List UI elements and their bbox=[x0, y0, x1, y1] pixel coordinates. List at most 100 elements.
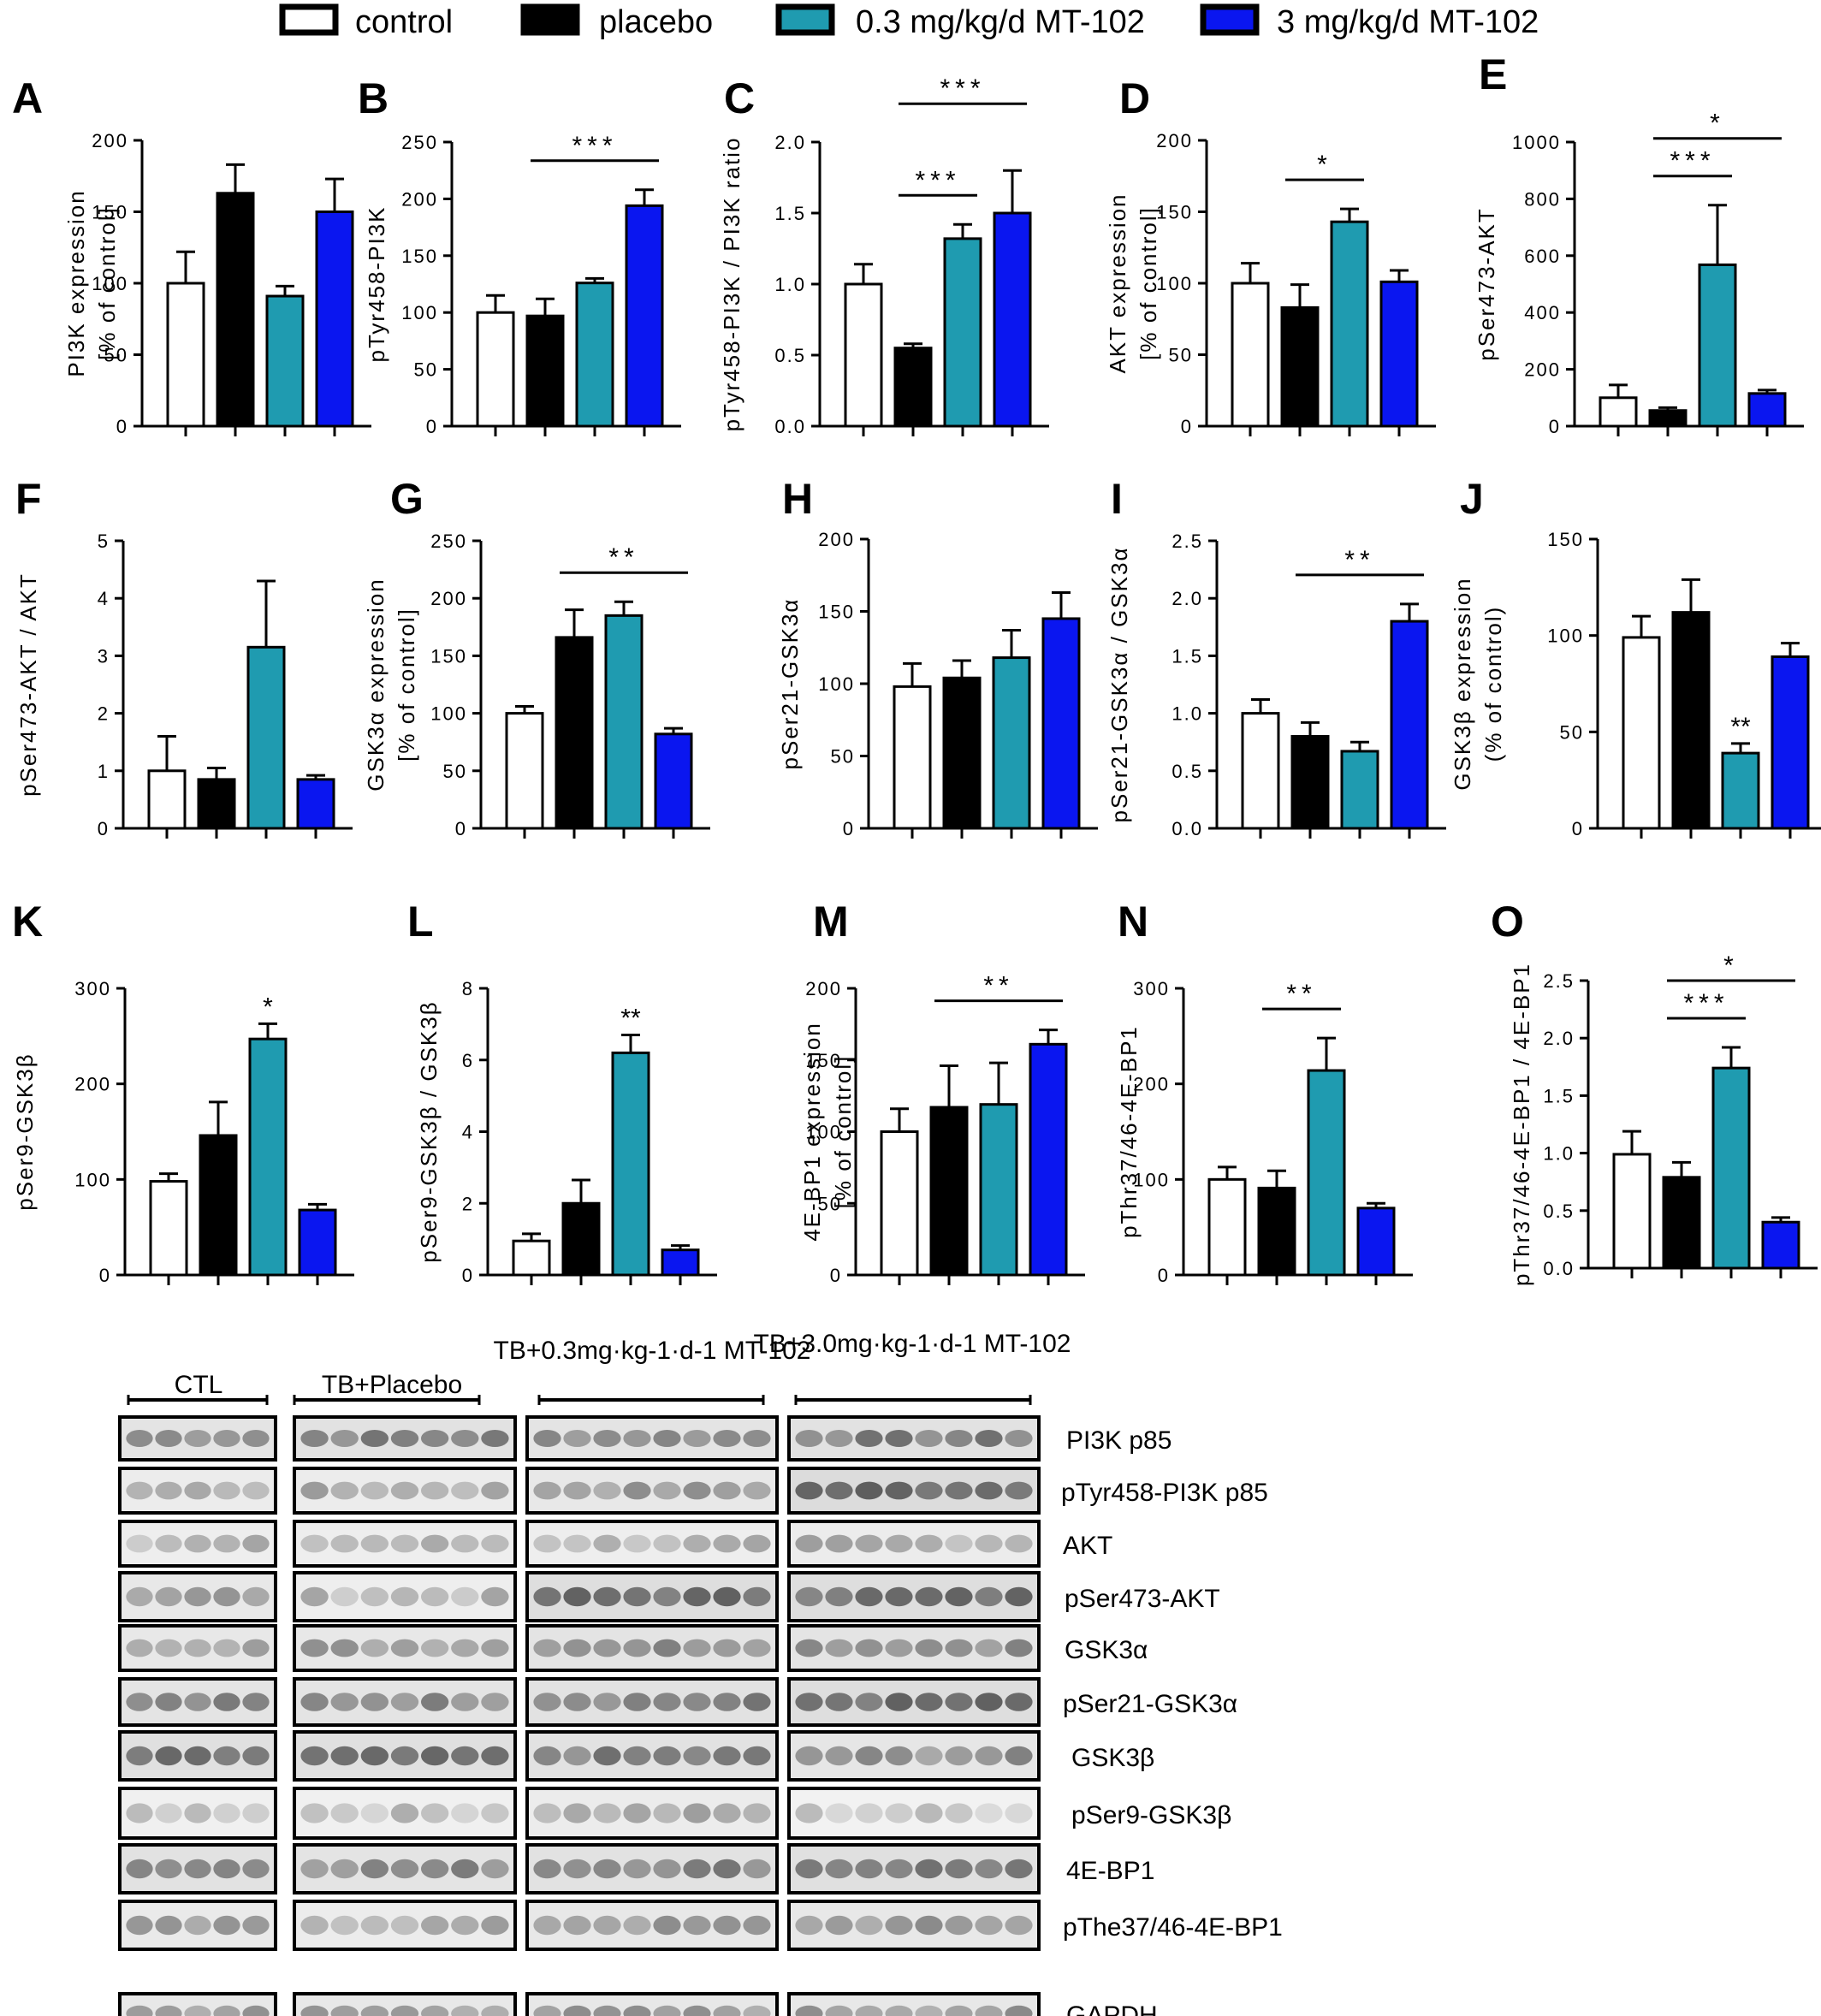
y-tick-label: 0.0 bbox=[1171, 818, 1203, 839]
blot-band bbox=[855, 1430, 883, 1447]
significance-label: ** bbox=[983, 972, 1013, 1000]
blot-band bbox=[825, 1639, 853, 1657]
blot-band bbox=[420, 1586, 449, 1607]
y-tick-label: 150 bbox=[430, 645, 467, 667]
blot-band bbox=[390, 2005, 419, 2016]
blot-band bbox=[593, 1746, 621, 1766]
blot-band bbox=[593, 1639, 621, 1657]
blot-band bbox=[915, 1803, 943, 1823]
blot-band bbox=[855, 1639, 883, 1657]
blot-band bbox=[915, 1586, 943, 1607]
y-tick-label: 200 bbox=[430, 588, 467, 609]
blot-band bbox=[330, 1481, 359, 1500]
bar bbox=[575, 282, 614, 428]
significance-label: *** bbox=[572, 132, 617, 160]
bar bbox=[1231, 282, 1270, 428]
blot-band bbox=[623, 1859, 651, 1879]
blot-band bbox=[945, 1915, 973, 1936]
legend-swatch bbox=[1200, 3, 1260, 36]
bar bbox=[1379, 280, 1419, 428]
y-tick-label: 0 bbox=[830, 1265, 842, 1286]
bar bbox=[625, 204, 664, 428]
blot-band bbox=[390, 1481, 419, 1500]
legend: control placebo 0.3 mg/kg/d MT-102 3 mg/kg/… bbox=[279, 3, 1539, 40]
blot-row-label: pSer473-AKT bbox=[1065, 1585, 1220, 1613]
bar bbox=[199, 1134, 238, 1277]
blot-band bbox=[533, 1481, 561, 1500]
blot-band bbox=[360, 1481, 389, 1500]
blot-group-label: CTL bbox=[175, 1371, 223, 1399]
y-tick-label: 200 bbox=[1524, 359, 1561, 381]
blot-band bbox=[593, 1534, 621, 1553]
blot-band bbox=[653, 1481, 681, 1500]
blot-group-label: TB+0.3mg·kg-1·d-1 MT-102 bbox=[494, 1337, 811, 1365]
blot-band bbox=[945, 1481, 973, 1500]
y-tick-label: 100 bbox=[1156, 273, 1193, 294]
blot-band bbox=[360, 1859, 389, 1879]
y-tick-label: 0 bbox=[1572, 818, 1584, 839]
blot-band bbox=[481, 1639, 509, 1657]
y-tick-label: 100 bbox=[1547, 626, 1584, 647]
y-tick-label: 4 bbox=[462, 1122, 474, 1143]
blot-band bbox=[360, 1534, 389, 1553]
blot-band bbox=[885, 2005, 913, 2016]
blot-band bbox=[855, 1746, 883, 1766]
blot-band bbox=[126, 1746, 153, 1766]
bar bbox=[149, 1180, 188, 1277]
blot-band bbox=[300, 1586, 329, 1607]
blot-band bbox=[743, 1481, 771, 1500]
blot-band bbox=[481, 1915, 509, 1936]
bar bbox=[1671, 611, 1711, 830]
panel-O: O 0.0 0.5 1.0 1.5 2.0 2.5 pThr37/46-4E-BP1 / 4E… bbox=[1491, 898, 1818, 1286]
blot-band bbox=[885, 1481, 913, 1500]
blot-band bbox=[300, 1915, 329, 1936]
blot-band bbox=[330, 1859, 359, 1879]
blot-band bbox=[242, 2005, 270, 2016]
blot-band bbox=[975, 1639, 1003, 1657]
blot-band bbox=[481, 1803, 509, 1823]
blot-band bbox=[242, 1534, 270, 1553]
blot-band bbox=[623, 1746, 651, 1766]
blot-band bbox=[330, 1639, 359, 1657]
y-tick-label: 3 bbox=[98, 645, 110, 667]
blot-band bbox=[155, 2005, 182, 2016]
blot-band bbox=[360, 1430, 389, 1447]
blot-band bbox=[360, 2005, 389, 2016]
blot-band bbox=[683, 1859, 711, 1879]
bar bbox=[1041, 617, 1081, 830]
significance-label: ** bbox=[1286, 980, 1316, 1008]
blot-band bbox=[242, 1586, 270, 1607]
blot-band bbox=[683, 1915, 711, 1936]
y-tick-label: 50 bbox=[1560, 721, 1584, 743]
blot-row-label: PI3K p85 bbox=[1066, 1426, 1171, 1455]
blot-band bbox=[683, 1430, 711, 1447]
blot-band bbox=[945, 1534, 973, 1553]
blot-band bbox=[653, 1534, 681, 1553]
blot-band bbox=[126, 1430, 153, 1447]
blot-band bbox=[390, 1534, 419, 1553]
y-tick-label: 2.0 bbox=[1171, 588, 1203, 609]
blot-band bbox=[563, 1586, 591, 1607]
blot-band bbox=[420, 1534, 449, 1553]
blot-row-label: pSer9-GSK3β bbox=[1071, 1801, 1231, 1829]
blot-band bbox=[855, 1915, 883, 1936]
blot-band bbox=[533, 1586, 561, 1607]
blot-band bbox=[623, 1586, 651, 1607]
blot-band bbox=[481, 1534, 509, 1553]
blot-band bbox=[1005, 1693, 1033, 1711]
panel-M: M 0 50 100 150 200 4E-BP1 expression [% of cont… bbox=[799, 898, 1085, 1286]
y-tick-label: 0 bbox=[99, 1265, 111, 1286]
blot-band bbox=[825, 1693, 853, 1711]
blot-band bbox=[885, 1534, 913, 1553]
blot-band bbox=[213, 1430, 240, 1447]
blot-band bbox=[390, 1803, 419, 1823]
y-tick-label: 200 bbox=[92, 130, 128, 151]
blot-band bbox=[795, 1430, 823, 1447]
blot-band bbox=[683, 1746, 711, 1766]
bar bbox=[1280, 305, 1320, 428]
y-tick-label: 800 bbox=[1524, 188, 1561, 210]
blot-band bbox=[213, 1915, 240, 1936]
blot-band bbox=[915, 1915, 943, 1936]
y-tick-label: 0 bbox=[843, 818, 855, 839]
bar bbox=[1612, 1153, 1652, 1270]
